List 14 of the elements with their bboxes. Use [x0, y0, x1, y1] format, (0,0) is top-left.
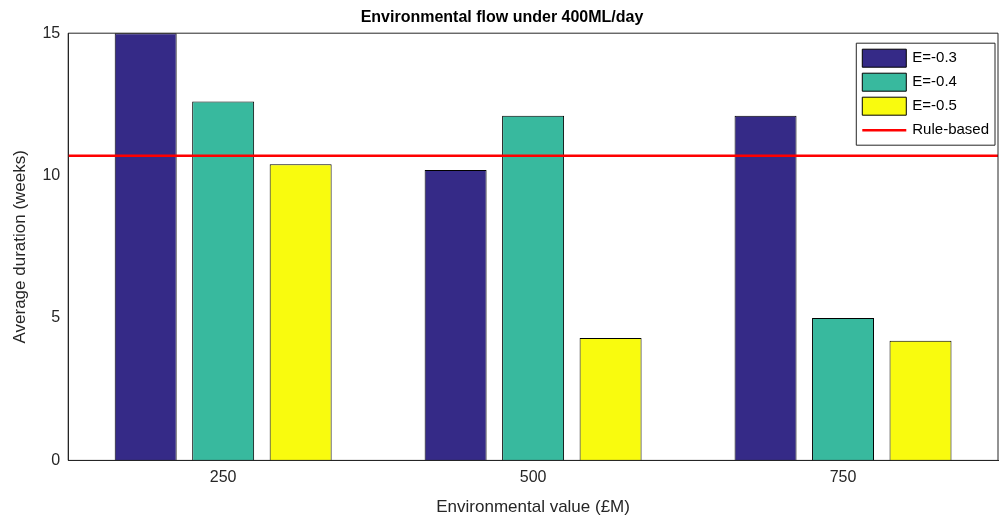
y-tick-label: 10	[42, 166, 61, 184]
x-tick-label: 250	[209, 468, 237, 486]
y-tick-label: 0	[51, 450, 61, 468]
legend-label: Rule-based	[912, 120, 989, 138]
x-axis-title: Environmental value (£M)	[436, 497, 630, 517]
chart-title: Environmental flow under 400ML/day	[360, 8, 644, 26]
legend-label: E=-0.4	[912, 72, 957, 90]
x-tick-label: 500	[519, 468, 547, 486]
legend-label: E=-0.5	[912, 96, 957, 114]
y-tick-label: 15	[42, 23, 61, 41]
x-tick-label: 750	[829, 468, 857, 486]
y-axis-title: Average duration (weeks)	[9, 150, 29, 344]
legend-label: E=-0.3	[912, 48, 957, 66]
y-tick-label: 5	[51, 308, 61, 326]
